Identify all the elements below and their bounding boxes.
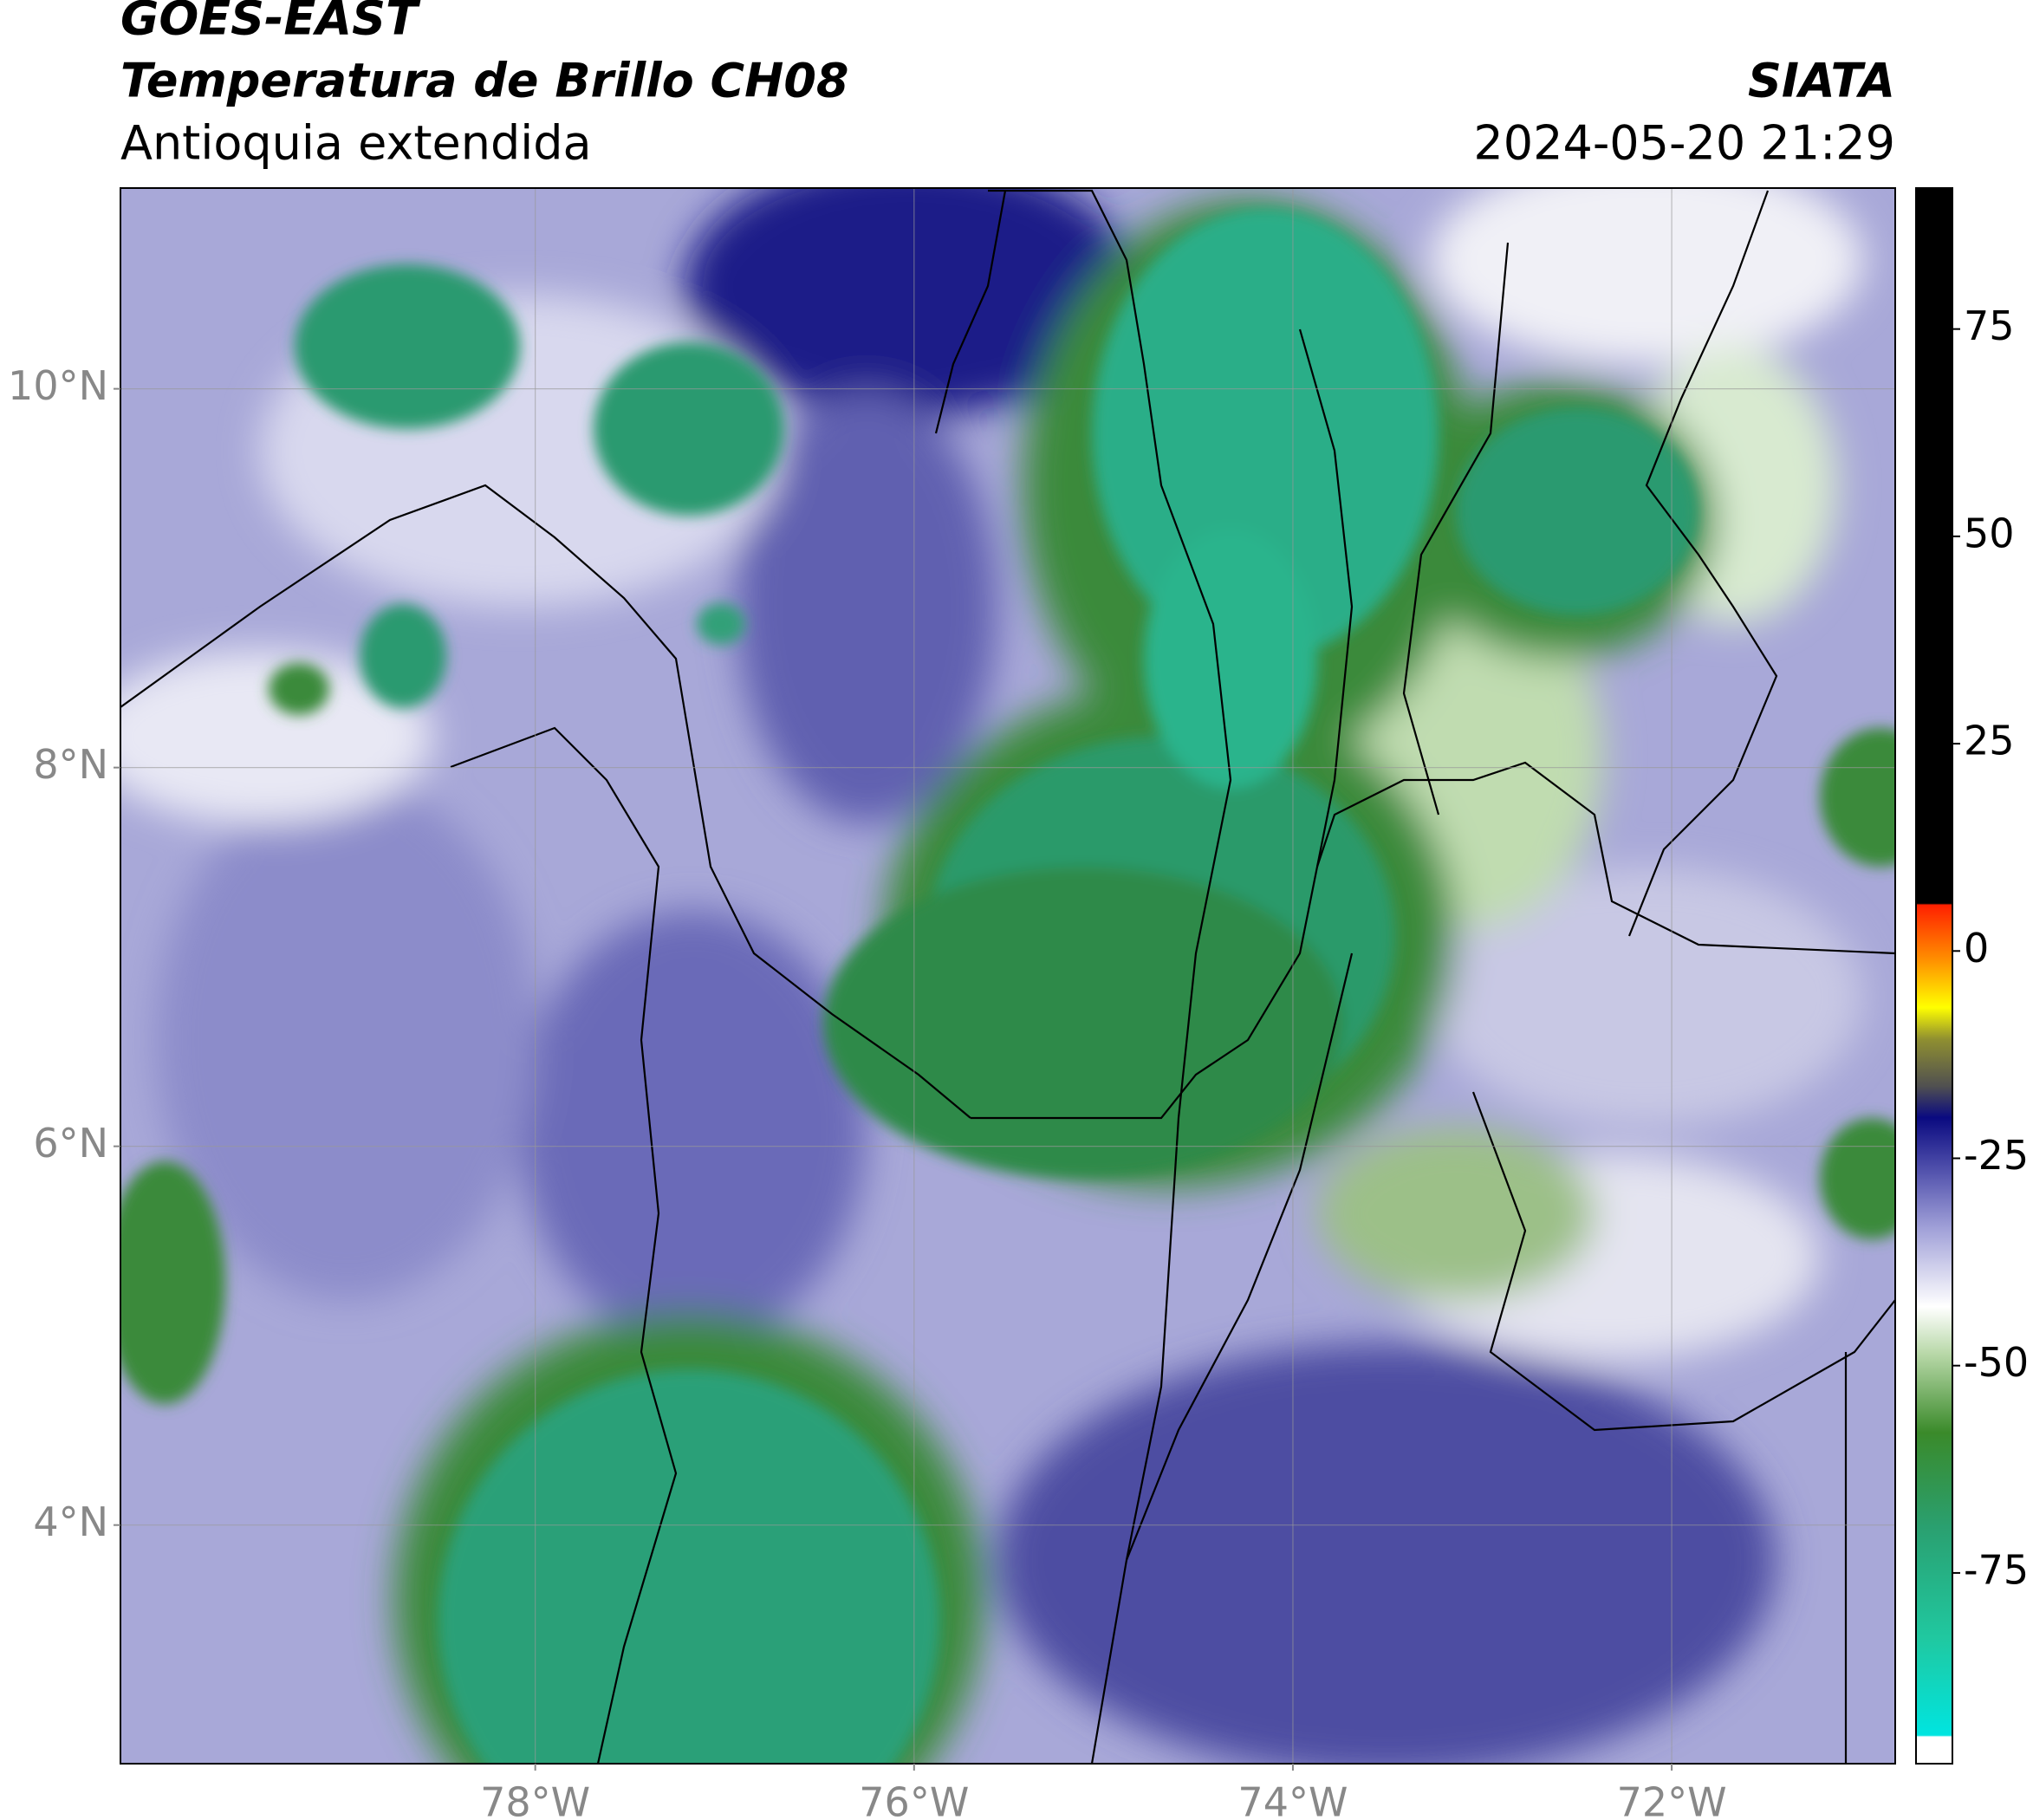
colorbar-tick-label: 0 xyxy=(1964,925,1989,972)
x-tick-label: 74°W xyxy=(1237,1779,1348,1820)
title: GOES-EAST xyxy=(120,0,421,46)
y-tick-label: 10°N xyxy=(8,362,108,409)
x-tick-label: 76°W xyxy=(859,1779,969,1820)
x-tick-label: 72°W xyxy=(1617,1779,1727,1820)
source: SIATA xyxy=(1748,54,1895,108)
region: Antioquia extendida xyxy=(120,116,592,171)
subtitle: Temperatura de Brillo CH08 xyxy=(120,54,849,108)
colorbar-tick-label: -50 xyxy=(1964,1339,2029,1386)
colorbar-tick-label: 50 xyxy=(1964,510,2015,556)
y-tick-label: 8°N xyxy=(33,741,108,788)
y-tick-label: 4°N xyxy=(33,1498,108,1545)
grid xyxy=(120,188,1895,1764)
y-tick-label: 6°N xyxy=(33,1120,108,1167)
datetime: 2024-05-20 21:29 xyxy=(1473,116,1895,171)
satellite-image xyxy=(120,188,1895,1764)
colorbar-tick-label: 25 xyxy=(1964,718,2015,764)
colorbar-tick-label: -25 xyxy=(1964,1132,2029,1179)
borders xyxy=(120,189,1895,1764)
colorbar-tick-label: -75 xyxy=(1964,1546,2029,1593)
map-frame xyxy=(120,187,1896,1765)
colorbar-tick-label: 75 xyxy=(1964,302,2015,349)
x-tick-label: 78°W xyxy=(480,1779,590,1820)
colorbar xyxy=(1915,187,1953,1765)
